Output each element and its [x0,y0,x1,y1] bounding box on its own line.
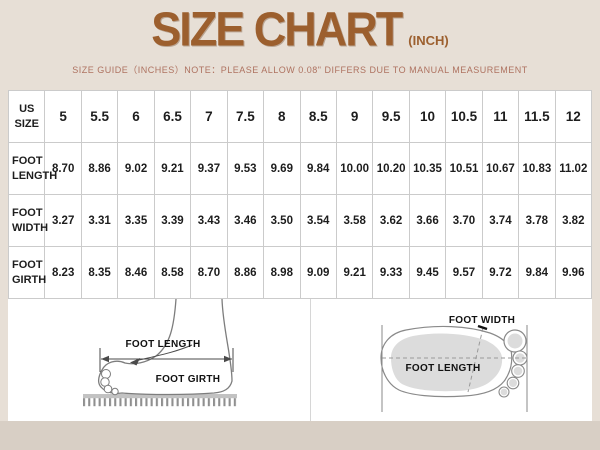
row-label: FOOT LENGTH [7,142,57,195]
table-row: FOOT WIDTH 3.27 3.31 3.35 3.39 3.43 3.46 3.50 3.… [7,194,593,247]
size-table: US SIZE 5 5.5 6 6.5 7 7.5 8 8.5 9 9.5 10 10.5 11 11.5 1… [7,90,593,299]
size-table-wrap: US SIZE 5 5.5 6 6.5 7 7.5 8 8.5 9 9.5 10 10.5 11 11.5 1… [7,90,593,299]
size-col-header: 5 [44,90,82,143]
foot-length-label: FOOT LENGTH [126,339,201,350]
size-value-cell: 10.20 [372,142,410,195]
size-value-cell: 10.00 [335,142,374,195]
unit-label: (INCH) [408,33,449,48]
size-value-cell: 8.98 [263,246,301,299]
footprint-top-view-illustration: FOOT WIDTH FOOT LENGTH [380,315,528,412]
size-value-cell: 3.54 [299,194,337,247]
size-value-cell: 9.37 [190,142,228,195]
size-value-cell: 9.02 [117,142,155,195]
foot-girth-leader [130,344,193,366]
size-value-cell: 9.33 [372,246,410,299]
page-title: SIZE CHART [151,1,403,57]
top-view-panel: FOOT WIDTH FOOT LENGTH [311,299,592,421]
size-col-header: 6 [117,90,155,143]
size-value-cell: 3.58 [335,194,374,247]
size-value-cell: 8.86 [226,246,265,299]
size-col-header: 8.5 [299,90,337,143]
foot-girth-label: FOOT GIRTH [156,374,221,385]
footer-strip [0,421,600,447]
foot-side-icon [97,299,233,396]
size-value-cell: 10.83 [518,142,556,195]
size-col-header: 5.5 [80,90,119,143]
size-value-cell: 8.58 [153,246,192,299]
side-view-panel: FOOT LENGTH FOOT GIRTH [8,299,311,421]
size-col-header: 10.5 [445,90,483,143]
size-value-cell: 3.74 [481,194,520,247]
size-col-header: 6.5 [153,90,192,143]
size-value-cell: 3.39 [153,194,192,247]
size-value-cell: 3.70 [445,194,483,247]
size-col-header: 9.5 [372,90,410,143]
us-size-header: US SIZE [7,90,46,143]
size-value-cell: 9.84 [518,246,556,299]
size-value-cell: 8.35 [80,246,119,299]
length-width-guides [381,324,528,412]
size-value-cell: 9.21 [153,142,192,195]
size-value-cell: 3.31 [80,194,119,247]
size-value-cell: 3.35 [117,194,155,247]
size-chart-page: SIZE CHART (INCH) SIZE GUIDE（INCHES）NOTE… [0,0,600,421]
size-value-cell: 11.02 [554,142,593,195]
size-value-cell: 10.35 [408,142,447,195]
size-value-cell: 3.50 [263,194,301,247]
size-value-cell: 9.72 [481,246,520,299]
table-header-row: US SIZE 5 5.5 6 6.5 7 7.5 8 8.5 9 9.5 10 10.5 11 11.5 1… [7,90,593,143]
table-row: FOOT LENGTH 8.70 8.86 9.02 9.21 9.37 9.53 9.69 9… [7,142,593,195]
size-value-cell: 9.57 [445,246,483,299]
diagrams-section: FOOT LENGTH FOOT GIRTH [8,299,592,421]
size-value-cell: 9.53 [226,142,265,195]
size-col-header: 8 [263,90,301,143]
table-row: FOOT GIRTH 8.23 8.35 8.46 8.58 8.70 8.86 8.98 9.… [7,246,593,299]
size-value-cell: 8.46 [117,246,155,299]
size-col-header: 7.5 [226,90,265,143]
size-value-cell: 8.70 [190,246,228,299]
ground-ruler-icon [83,394,237,407]
foot-length-label: FOOT LENGTH [406,363,481,374]
size-col-header: 7 [190,90,228,143]
size-col-header: 11 [481,90,520,143]
row-label: FOOT WIDTH [7,194,48,247]
foot-side-view-illustration: FOOT LENGTH FOOT GIRTH [83,299,237,407]
foot-length-arrow [99,348,234,372]
size-col-header: 9 [335,90,374,143]
size-value-cell: 8.70 [44,142,82,195]
size-value-cell: 8.86 [80,142,119,195]
size-value-cell: 3.43 [190,194,228,247]
measurement-note: SIZE GUIDE（INCHES）NOTE：PLEASE ALLOW 0.08… [72,65,528,75]
size-col-header: 12 [554,90,593,143]
size-value-cell: 9.96 [554,246,593,299]
size-value-cell: 9.21 [335,246,374,299]
size-value-cell: 9.84 [299,142,337,195]
size-value-cell: 9.69 [263,142,301,195]
size-value-cell: 3.27 [44,194,82,247]
footprint-icon [380,325,528,398]
size-value-cell: 3.46 [226,194,265,247]
size-value-cell: 3.66 [408,194,447,247]
size-value-cell: 8.23 [44,246,82,299]
foot-width-label: FOOT WIDTH [449,315,515,326]
size-value-cell: 3.78 [518,194,556,247]
size-value-cell: 10.67 [481,142,520,195]
header: SIZE CHART (INCH) SIZE GUIDE（INCHES）NOTE… [0,0,600,90]
size-value-cell: 10.51 [445,142,483,195]
size-col-header: 11.5 [518,90,556,143]
row-label: FOOT GIRTH [7,246,46,299]
size-value-cell: 3.82 [554,194,593,247]
size-value-cell: 9.09 [299,246,337,299]
size-value-cell: 9.45 [408,246,447,299]
size-value-cell: 3.62 [372,194,410,247]
size-col-header: 10 [408,90,447,143]
title-row: SIZE CHART (INCH) [0,3,600,53]
